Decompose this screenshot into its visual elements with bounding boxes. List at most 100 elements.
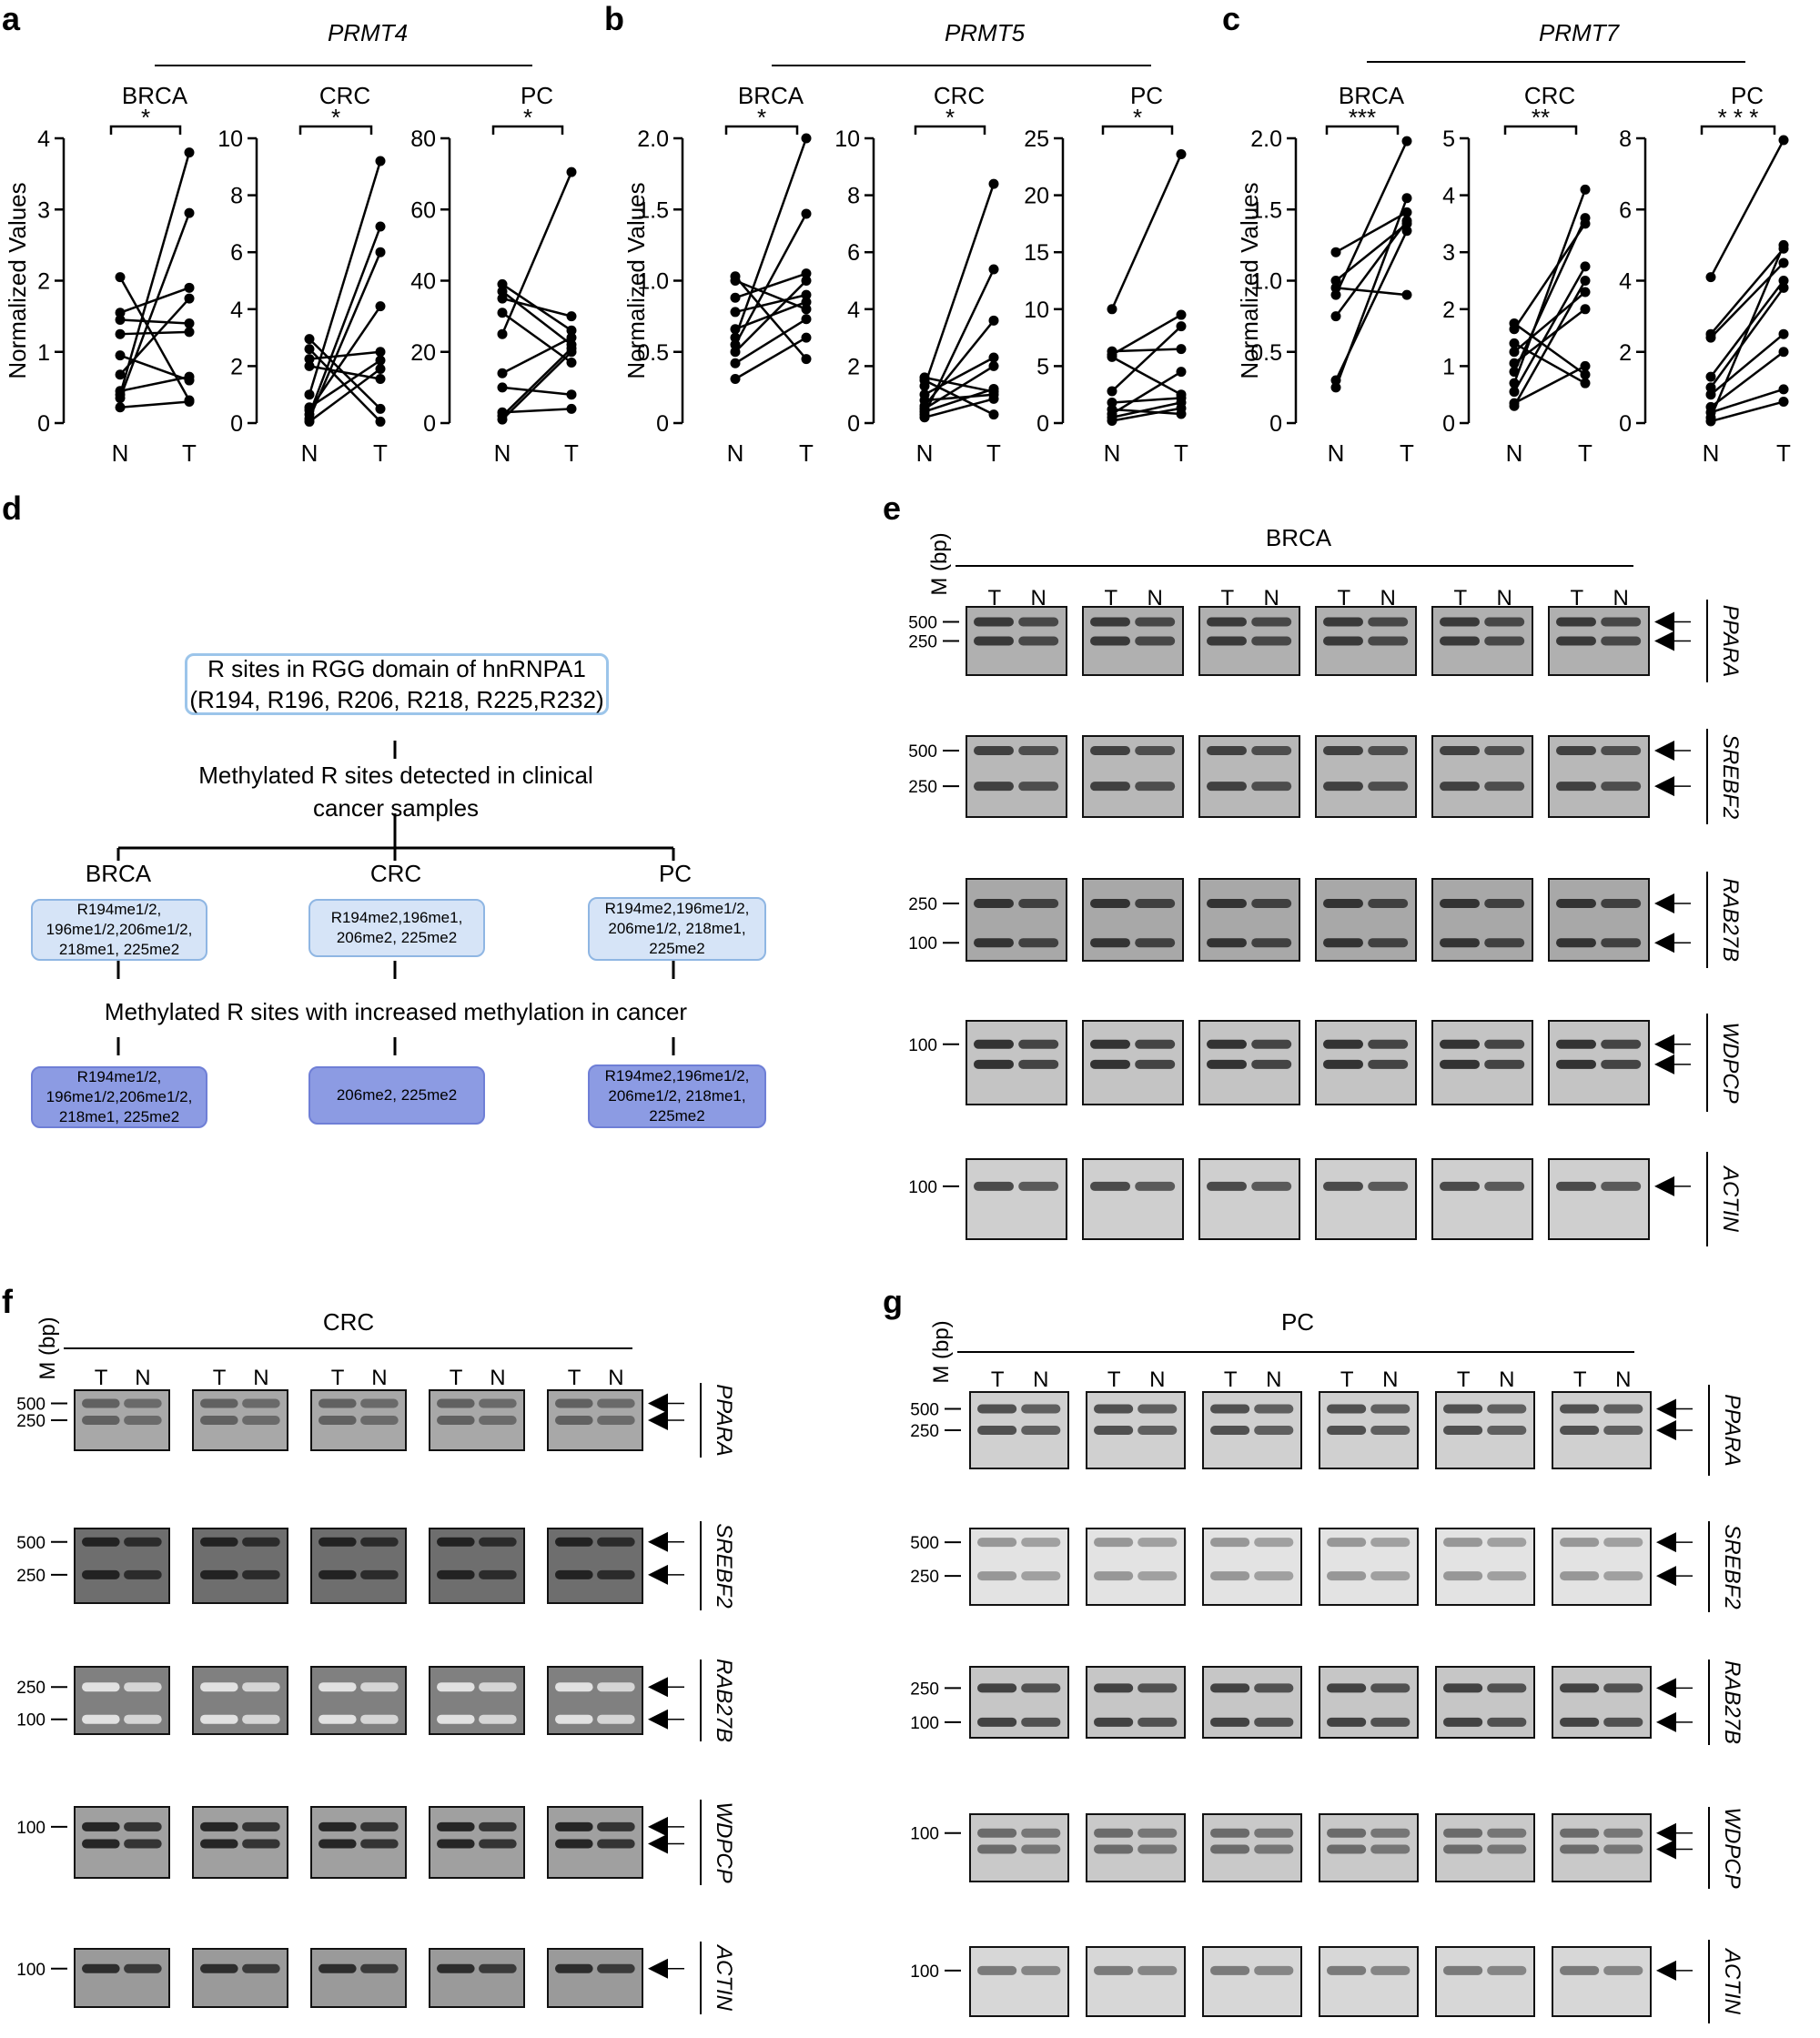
gel-band-n [360,1821,399,1831]
gel-band-t [1207,746,1247,756]
gene-label-ppara: PPARA [712,1384,736,1457]
gel-band-t [1094,1426,1134,1435]
significance-bracket [914,125,986,135]
point-tumor [375,301,386,312]
point-tumor [1778,239,1789,250]
gel-band-t [437,1821,475,1831]
y-tick-label: 0 [1269,411,1282,437]
x-tick-label-n: N [494,439,511,467]
pair-line [924,365,995,410]
pair-line [1709,139,1785,278]
marker-tick-label: 250 [910,1422,939,1441]
band-arrow-icon [648,1816,668,1837]
x-tick-label-n: N [1104,439,1121,467]
band-arrow-icon [1656,1566,1676,1587]
band-arrow-icon [648,1958,668,1979]
y-tick-label: 2.0 [1250,126,1282,152]
band-arrow-icon [1656,1960,1676,1981]
point-tumor [375,373,386,384]
gel-cancer-title: CRC [323,1308,374,1336]
gel-band-n [1601,782,1642,792]
significance-bracket [1503,125,1578,135]
gel-band-n [597,1398,635,1408]
point-tumor [1401,193,1412,204]
pair-line [1512,279,1587,407]
gel-band-t [1327,1683,1367,1693]
band-arrow-icon [1654,893,1674,913]
point-normal [304,416,315,427]
marker-tick-label: 500 [908,742,937,762]
point-tumor [1401,207,1412,217]
band-arrow-icon [1654,1054,1674,1074]
point-tumor [184,207,195,218]
panel-letter-a: a [2,0,21,37]
gel-band-t [555,1537,593,1547]
x-tick-label-t: T [1400,439,1414,467]
gel-band-n [242,1569,280,1579]
point-normal [115,272,126,283]
pair-line [1710,400,1785,423]
pair-line [118,212,191,399]
gel-band-t [1560,1571,1600,1581]
gene-label-ppara: PPARA [1720,1394,1744,1467]
gel-band-n [1487,1844,1527,1854]
y-tick-label: 4 [230,298,243,323]
gel-band-n [1487,1828,1527,1838]
gel-band-t [974,746,1014,756]
y-tick-label: 1.5 [637,197,669,223]
point-tumor [375,347,386,358]
point-normal [1509,324,1520,335]
gel-band-n [1254,1844,1294,1854]
gel-image [1319,1946,1419,2017]
y-tick-label: 10 [834,126,860,152]
point-tumor [1176,149,1187,160]
panel-letter-b: b [604,0,624,37]
pair-line [733,137,808,338]
increased-sites-box-brca: R194me1/2, 196me1/2,206me1/2, 218me1, 22… [31,1066,207,1128]
pair-line [1710,247,1785,335]
point-normal [730,347,741,358]
point-tumor [1401,289,1412,300]
gel-image [1315,1158,1417,1240]
marker-tick-label: 100 [910,1825,939,1844]
gel-band-t [1094,1683,1134,1693]
gel-band-t [1443,1844,1483,1854]
pair-line [1111,325,1182,392]
gel-band-n [360,1537,399,1547]
gel-band-t [437,1963,475,1973]
significance-bracket [1101,125,1174,135]
cancer-label: CRC [319,82,370,109]
point-tumor [988,383,999,394]
gel-band-t [1327,1717,1367,1727]
gel-band-n [1370,1717,1410,1727]
gel-band-n [124,1963,162,1973]
gel-band-n [1370,1828,1410,1838]
gel-band-n [360,1416,399,1425]
gel-band-n [124,1839,162,1849]
marker-tick-label: 500 [16,1534,46,1553]
gel-band-t [1323,1059,1363,1069]
gel-band-n [1021,1538,1061,1548]
y-tick-label: 1 [37,340,50,366]
gel-band-t [200,1537,238,1547]
pair-line [1710,350,1785,409]
gel-image [1552,1666,1652,1739]
lane-label-n: N [1615,1367,1631,1392]
gel-band-n [1603,1426,1643,1435]
gel-panel-g: PC M (bp) T N T N T N T N T N T N 500 250 PPARA 500 250 SRE… [910,1308,1744,2023]
point-tumor [566,332,577,343]
marker-tick-label: 100 [910,1962,939,1982]
gel-band-n [1603,1844,1643,1854]
gel-band-n [1251,617,1292,627]
gel-band-t [1094,1404,1134,1414]
gel-band-n [597,1416,635,1425]
gel-band-n [597,1682,635,1692]
lane-label-t: T [1107,1367,1121,1392]
gel-band-t [1327,1828,1367,1838]
gel-band-t [200,1963,238,1973]
gene-label-ppara: PPARA [1718,605,1743,678]
lane-label-n: N [1613,586,1629,610]
gel-band-t [1090,746,1130,756]
gel-band-n [124,1714,162,1724]
